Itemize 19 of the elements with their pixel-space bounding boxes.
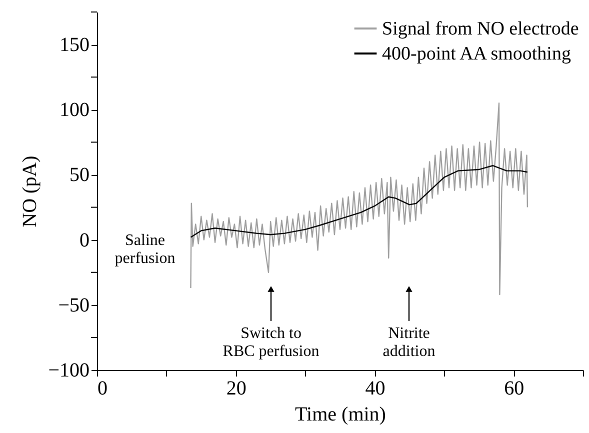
line-series: [190, 102, 528, 296]
annotation: Nitrite addition: [382, 325, 436, 360]
annotation: Saline perfusion: [114, 232, 176, 267]
annotation: Switch to RBC perfusion: [222, 325, 320, 360]
y-tick-label: −100: [48, 360, 90, 382]
x-tick-label: 40: [365, 378, 386, 400]
y-tick-label: 100: [60, 99, 90, 122]
x-axis-title: Time (min): [295, 404, 386, 426]
x-tick-label: 20: [226, 378, 246, 400]
y-tick-label: 150: [60, 34, 90, 56]
y-tick-label: 0: [80, 229, 90, 252]
legend-label: 400-point AA smoothing: [382, 44, 572, 64]
x-tick-label: 0: [98, 378, 108, 400]
legend-label: Signal from NO electrode: [382, 18, 579, 40]
x-tick-label: 60: [504, 378, 524, 400]
y-axis-title: NO (pA): [19, 156, 42, 228]
y-tick-label: 50: [70, 164, 90, 186]
y-tick-label: −50: [58, 294, 90, 316]
line-series: [190, 165, 528, 238]
